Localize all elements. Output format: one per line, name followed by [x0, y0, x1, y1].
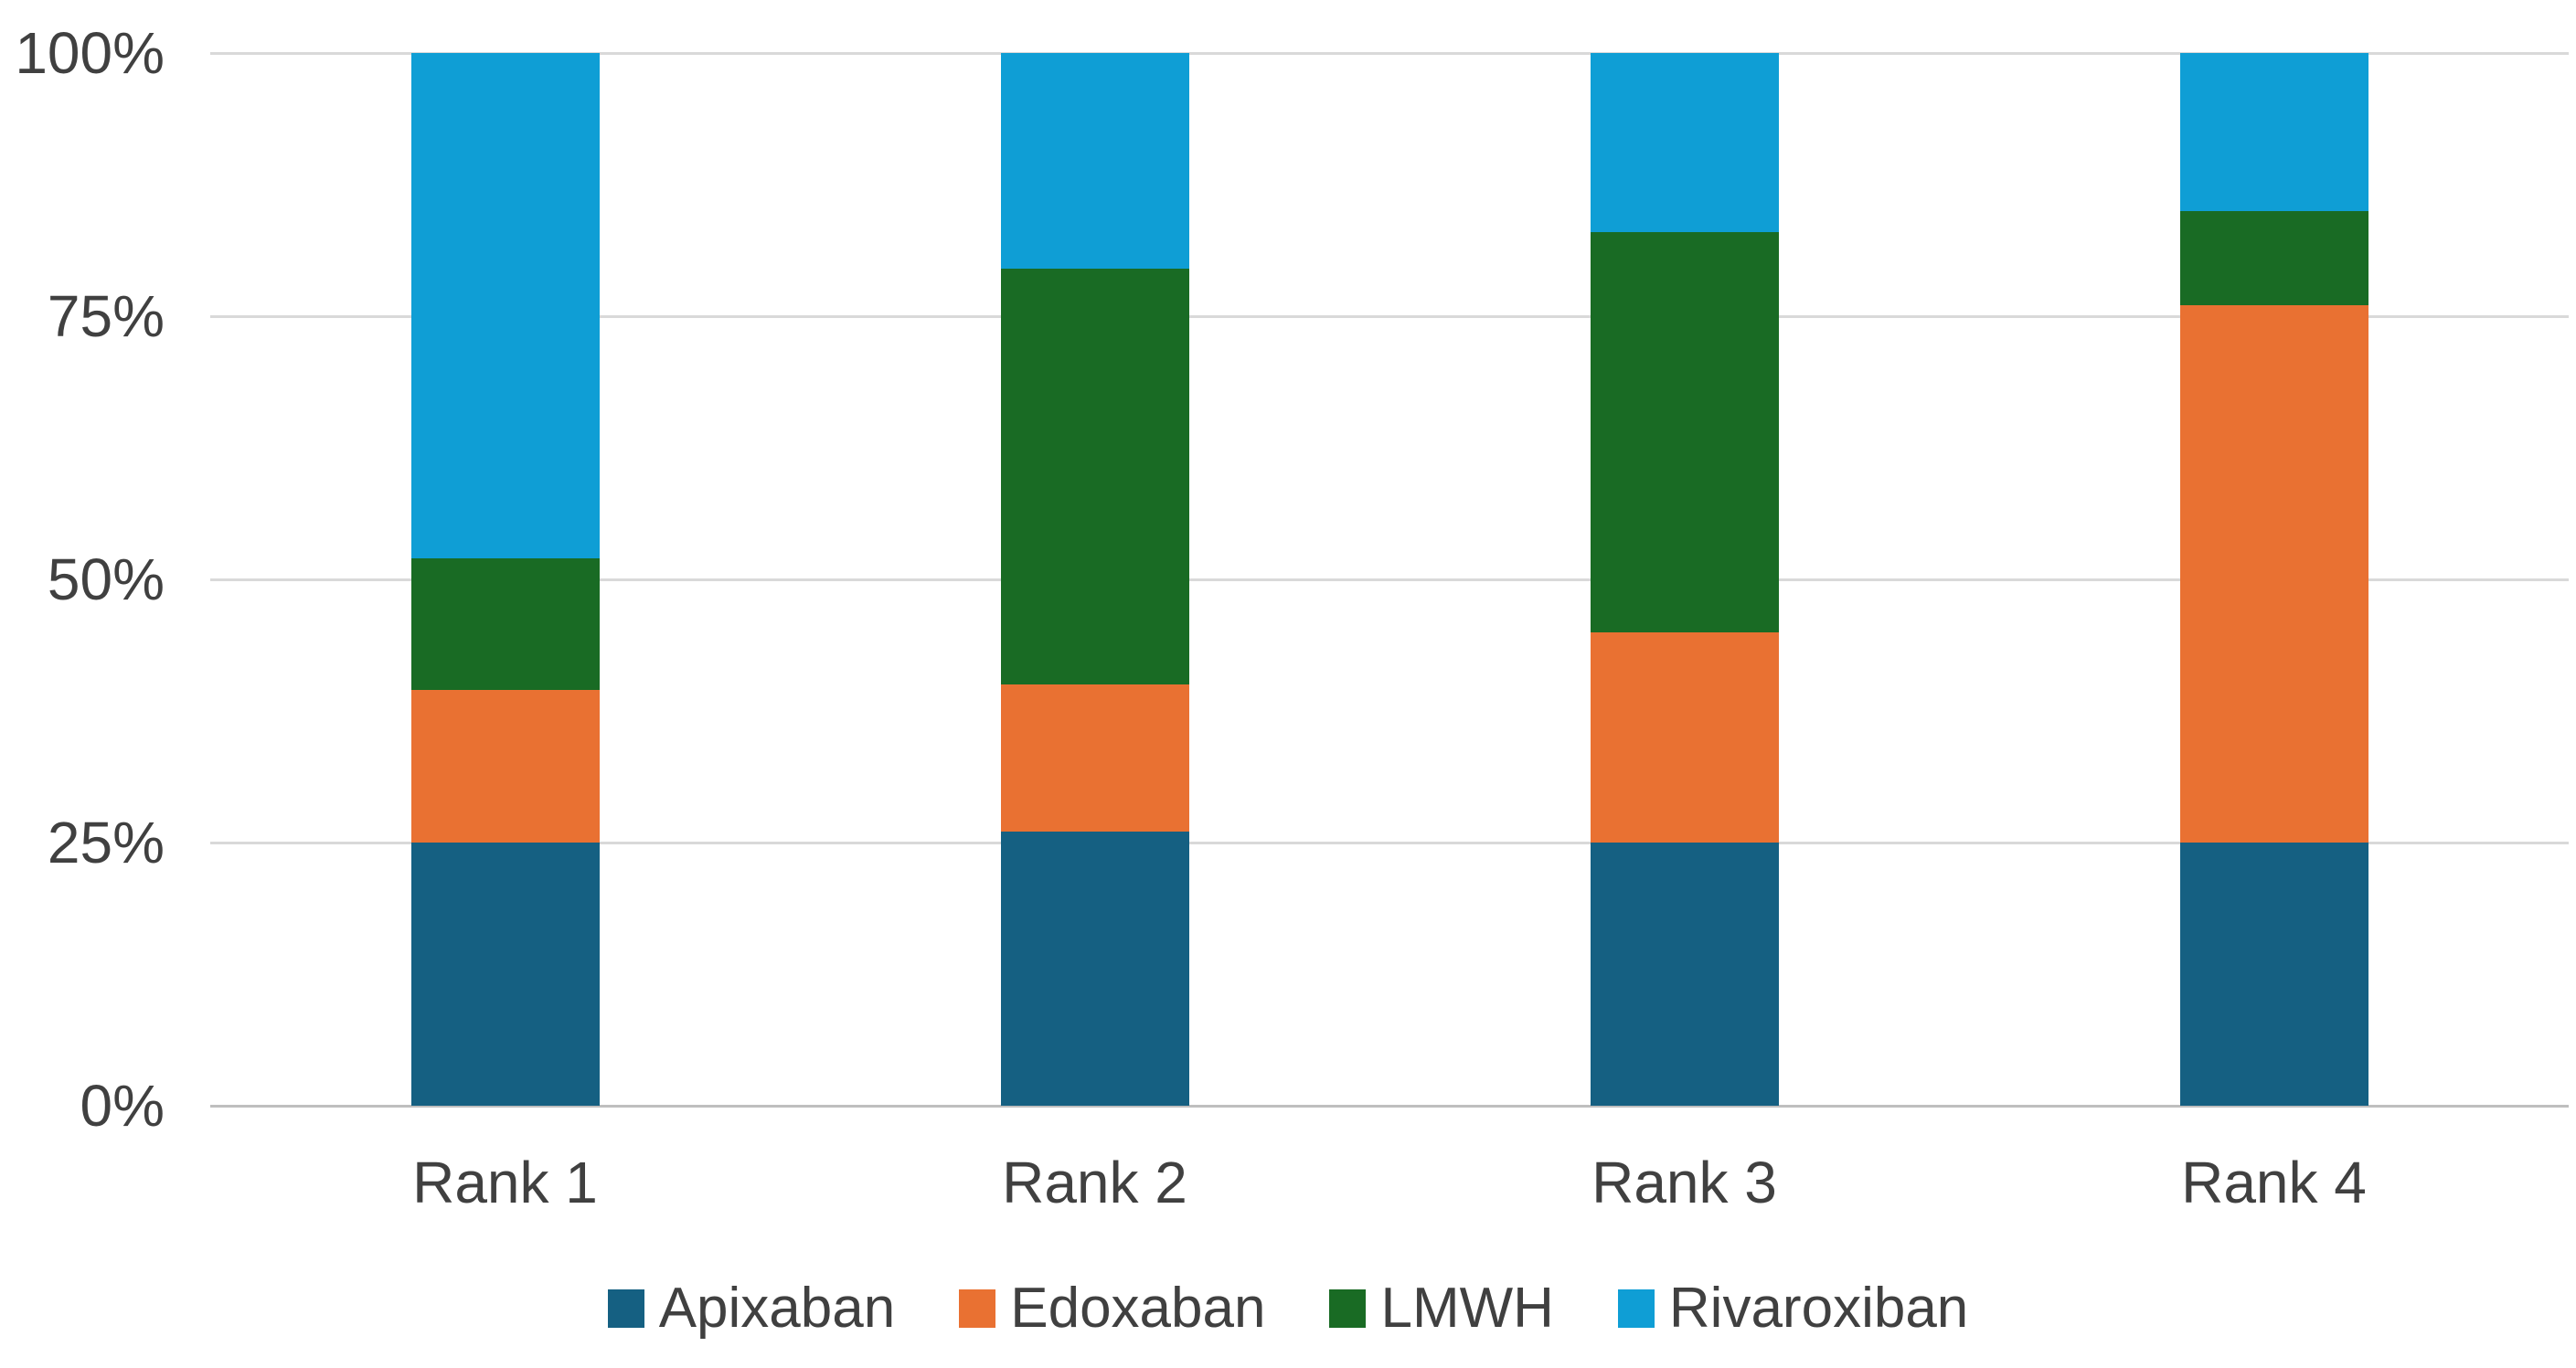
segment-lmwh-rank-1: [410, 557, 600, 690]
legend-label-lmwh: LMWH: [1380, 1277, 1554, 1340]
y-tick-label-25: 25%: [47, 810, 165, 875]
legend-item-apixaban: Apixaban: [607, 1277, 896, 1340]
y-tick-label-0: 0%: [80, 1073, 165, 1139]
segment-apixaban-rank-4: [2179, 843, 2368, 1106]
legend: Apixaban Edoxaban LMWH Rivaroxiban: [0, 1272, 2576, 1345]
segment-lmwh-rank-3: [1590, 231, 1779, 632]
legend-item-rivaroxiban: Rivaroxiban: [1617, 1277, 1969, 1340]
segment-apixaban-rank-2: [1000, 832, 1189, 1106]
legend-item-edoxaban: Edoxaban: [959, 1280, 1265, 1337]
bar-rank-4: [2179, 53, 2368, 1106]
x-tick-label-rank-2: Rank 2: [1002, 1150, 1187, 1215]
y-tick-label-75: 75%: [47, 283, 165, 349]
x-tick-label-rank-4: Rank 4: [2181, 1150, 2367, 1215]
segment-apixaban-rank-3: [1590, 843, 1779, 1106]
bar-rank-2: [1000, 53, 1189, 1106]
segment-rivaroxiban-rank-3: [1590, 53, 1779, 232]
legend-swatch-edoxaban: [959, 1289, 996, 1328]
legend-label-apixaban: Apixaban: [658, 1277, 896, 1340]
x-tick-label-rank-1: Rank 1: [412, 1150, 598, 1215]
legend-label-rivaroxiban: Rivaroxiban: [1668, 1277, 1969, 1340]
plot-area: [210, 52, 2569, 1108]
segment-apixaban-rank-1: [410, 843, 600, 1106]
segment-edoxaban-rank-2: [1000, 684, 1189, 832]
gridline-0: [210, 1105, 2569, 1108]
legend-item-lmwh: LMWH: [1329, 1277, 1554, 1340]
segment-lmwh-rank-4: [2179, 210, 2368, 306]
bar-rank-3: [1590, 53, 1779, 1106]
segment-rivaroxiban-rank-4: [2179, 53, 2368, 211]
gridline-100: [210, 52, 2569, 55]
segment-rivaroxiban-rank-1: [410, 53, 600, 558]
gridline-50: [210, 578, 2569, 581]
segment-edoxaban-rank-4: [2179, 305, 2368, 843]
x-tick-label-rank-3: Rank 3: [1591, 1150, 1777, 1215]
legend-swatch-lmwh: [1329, 1289, 1367, 1328]
y-tick-label-50: 50%: [47, 546, 165, 612]
segment-edoxaban-rank-3: [1590, 631, 1779, 843]
legend-swatch-apixaban: [607, 1289, 644, 1328]
segment-edoxaban-rank-1: [410, 689, 600, 843]
gridline-25: [210, 842, 2569, 844]
legend-label-edoxaban: Edoxaban: [1010, 1277, 1266, 1340]
y-tick-label-100: 100%: [15, 20, 165, 86]
legend-swatch-rivaroxiban: [1617, 1289, 1655, 1328]
segment-rivaroxiban-rank-2: [1000, 53, 1189, 270]
segment-lmwh-rank-2: [1000, 269, 1189, 685]
bar-rank-1: [410, 53, 600, 1106]
gridline-75: [210, 315, 2569, 318]
